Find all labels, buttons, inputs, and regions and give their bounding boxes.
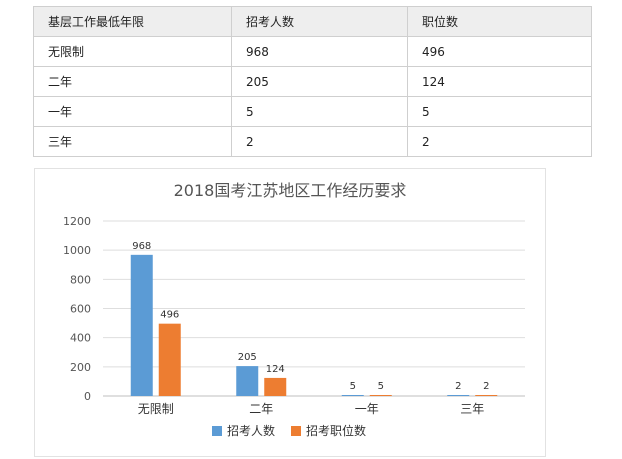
data-label: 5	[378, 381, 384, 392]
table-cell: 三年	[33, 126, 232, 157]
x-tick-label: 一年	[355, 402, 379, 416]
labels: 0 200 400 600 800 1000 1200 968 496 无限制 205 124 二年 5 5…	[63, 215, 489, 416]
table-cell: 5	[231, 96, 408, 127]
bar	[369, 395, 392, 396]
data-label: 5	[350, 381, 356, 392]
y-tick-label: 0	[84, 390, 91, 403]
table-cell: 968	[231, 36, 408, 67]
legend-swatch	[291, 426, 301, 436]
table-cell: 2	[231, 126, 408, 157]
column-header: 基层工作最低年限	[33, 6, 232, 37]
legend-swatch	[212, 426, 222, 436]
bar	[130, 254, 153, 396]
y-tick-label: 200	[70, 361, 91, 374]
table-row: 无限制 968 496	[33, 36, 592, 67]
table-row: 三年 2 2	[33, 126, 592, 157]
x-tick-label: 二年	[249, 402, 273, 416]
table-cell: 5	[407, 96, 592, 127]
bar	[236, 366, 259, 396]
data-label: 205	[238, 352, 257, 363]
table-cell: 2	[407, 126, 592, 157]
x-tick-label: 三年	[460, 402, 484, 416]
legend-label: 招考人数	[227, 423, 275, 438]
column-header: 招考人数	[231, 6, 408, 37]
data-label: 2	[483, 381, 489, 392]
table-row: 一年 5 5	[33, 96, 592, 127]
table-cell: 二年	[33, 66, 232, 97]
y-tick-label: 1200	[63, 215, 91, 228]
legend-label: 招考职位数	[306, 423, 366, 438]
table-cell: 124	[407, 66, 592, 97]
data-label: 124	[266, 364, 285, 375]
y-tick-label: 800	[70, 273, 91, 286]
bar	[264, 377, 287, 396]
table-cell: 205	[231, 66, 408, 97]
data-label: 2	[455, 381, 461, 392]
table-row: 二年 205 124	[33, 66, 592, 97]
legend: 招考人数 招考职位数	[212, 423, 366, 438]
data-label: 496	[160, 310, 179, 321]
y-tick-label: 1000	[63, 244, 91, 257]
bars	[130, 254, 498, 396]
bar	[341, 395, 364, 396]
table-cell: 一年	[33, 96, 232, 127]
column-header: 职位数	[407, 6, 592, 37]
bar	[447, 395, 470, 396]
bar	[475, 395, 498, 396]
x-tick-label: 无限制	[138, 402, 174, 416]
table-cell: 无限制	[33, 36, 232, 67]
y-tick-label: 400	[70, 332, 91, 345]
table-header-row: 基层工作最低年限 招考人数 职位数	[33, 6, 592, 37]
data-label: 968	[132, 241, 151, 252]
chart-panel: 2018国考江苏地区工作经历要求 0 200 400 600 800 1000 1200 96…	[34, 168, 546, 457]
bar-chart: 2018国考江苏地区工作经历要求 0 200 400 600 800 1000 1200 96…	[63, 181, 525, 438]
table-cell: 496	[407, 36, 592, 67]
bar	[158, 323, 181, 396]
y-tick-label: 600	[70, 303, 91, 316]
chart-title: 2018国考江苏地区工作经历要求	[174, 181, 407, 200]
data-table: 基层工作最低年限 招考人数 职位数 无限制 968 496 二年 205 124…	[33, 6, 592, 157]
